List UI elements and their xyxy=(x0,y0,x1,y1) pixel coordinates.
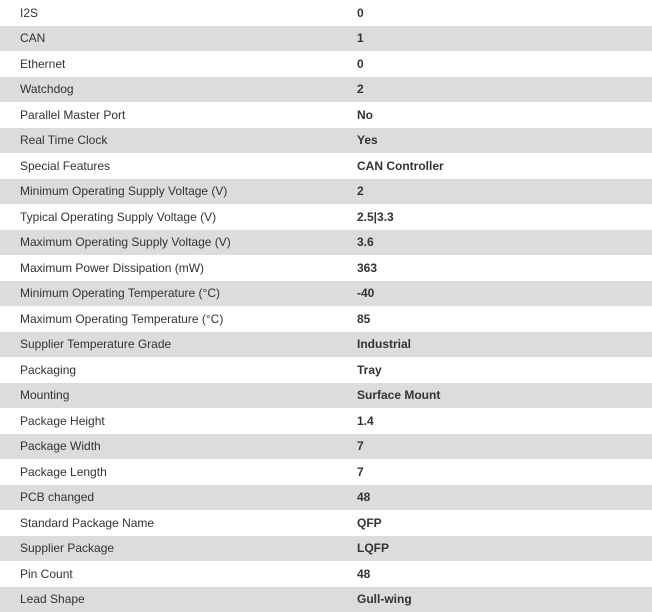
spec-label: Standard Package Name xyxy=(20,515,155,530)
spec-label: Maximum Power Dissipation (mW) xyxy=(20,260,205,275)
spec-label: Supplier Temperature Grade xyxy=(20,337,172,352)
spec-label: Special Features xyxy=(20,158,111,173)
spec-row: Pin Count 48 xyxy=(0,561,652,587)
spec-value: Surface Mount xyxy=(357,388,441,403)
spec-row: Maximum Operating Temperature (°C) 85 xyxy=(0,306,652,332)
spec-value: LQFP xyxy=(357,541,389,556)
spec-label: Ethernet xyxy=(20,56,66,71)
spec-value: 3.6 xyxy=(357,235,374,250)
spec-value: 48 xyxy=(357,566,371,581)
spec-label: PCB changed xyxy=(20,490,95,505)
spec-value: Industrial xyxy=(357,337,412,352)
spec-label: Typical Operating Supply Voltage (V) xyxy=(20,209,217,224)
spec-value: 1.4 xyxy=(357,413,374,428)
spec-label: Package Length xyxy=(20,464,107,479)
spec-row: Lead Shape Gull-wing xyxy=(0,586,652,612)
spec-value: 1 xyxy=(357,31,364,46)
spec-label: Watchdog xyxy=(20,82,74,97)
spec-row: I2S 0 xyxy=(0,0,652,26)
spec-value: 7 xyxy=(357,464,364,479)
spec-row: Package Height 1.4 xyxy=(0,408,652,434)
spec-row: Supplier Package LQFP xyxy=(0,535,652,561)
spec-row: Mounting Surface Mount xyxy=(0,382,652,408)
spec-value: -40 xyxy=(357,286,375,301)
spec-value: 85 xyxy=(357,311,371,326)
spec-row: Package Width 7 xyxy=(0,433,652,459)
spec-value: Tray xyxy=(357,362,382,377)
spec-value: Gull-wing xyxy=(357,592,412,607)
spec-label: Package Height xyxy=(20,413,105,428)
spec-row: Supplier Temperature Grade Industrial xyxy=(0,331,652,357)
spec-row: Typical Operating Supply Voltage (V) 2.5|… xyxy=(0,204,652,230)
spec-value: 7 xyxy=(357,439,364,454)
spec-row: PCB changed 48 xyxy=(0,484,652,510)
spec-value: 2 xyxy=(357,82,364,97)
spec-row: Standard Package Name QFP xyxy=(0,510,652,536)
spec-label: Lead Shape xyxy=(20,592,85,607)
spec-row: Special Features CAN Controller xyxy=(0,153,652,179)
spec-label: Minimum Operating Temperature (°C) xyxy=(20,286,220,301)
spec-value: 0 xyxy=(357,56,364,71)
spec-label: Minimum Operating Supply Voltage (V) xyxy=(20,184,228,199)
spec-row: CAN 1 xyxy=(0,25,652,51)
spec-row: Maximum Operating Supply Voltage (V) 3.6 xyxy=(0,229,652,255)
spec-value: QFP xyxy=(357,515,382,530)
spec-row: Package Length 7 xyxy=(0,459,652,485)
spec-value: Yes xyxy=(357,133,378,148)
spec-value: No xyxy=(357,107,373,122)
spec-label: Real Time Clock xyxy=(20,133,108,148)
spec-row: Packaging Tray xyxy=(0,357,652,383)
spec-value: 363 xyxy=(357,260,378,275)
spec-value: 2 xyxy=(357,184,364,199)
spec-value: 48 xyxy=(357,490,371,505)
spec-row: Minimum Operating Temperature (°C) -40 xyxy=(0,280,652,306)
spec-label: I2S xyxy=(20,5,39,20)
spec-row: Ethernet 0 xyxy=(0,51,652,77)
spec-label: Parallel Master Port xyxy=(20,107,126,122)
spec-row: Maximum Power Dissipation (mW) 363 xyxy=(0,255,652,281)
spec-value: CAN Controller xyxy=(357,158,444,173)
spec-row: Real Time Clock Yes xyxy=(0,127,652,153)
spec-value: 0 xyxy=(357,5,364,20)
spec-label: Mounting xyxy=(20,388,70,403)
spec-label: Packaging xyxy=(20,362,77,377)
spec-row: Parallel Master Port No xyxy=(0,102,652,128)
spec-label: CAN xyxy=(20,31,46,46)
spec-row: Watchdog 2 xyxy=(0,76,652,102)
spec-label: Maximum Operating Temperature (°C) xyxy=(20,311,224,326)
spec-row: Minimum Operating Supply Voltage (V) 2 xyxy=(0,178,652,204)
spec-label: Maximum Operating Supply Voltage (V) xyxy=(20,235,231,250)
spec-label: Supplier Package xyxy=(20,541,115,556)
spec-label: Package Width xyxy=(20,439,101,454)
spec-value: 2.5|3.3 xyxy=(357,209,394,224)
spec-label: Pin Count xyxy=(20,566,73,581)
